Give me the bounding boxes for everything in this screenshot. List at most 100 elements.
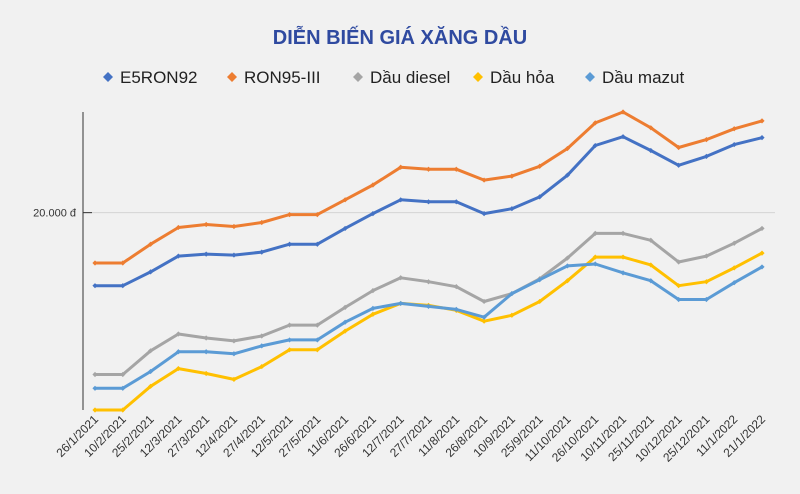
data-point bbox=[120, 283, 126, 289]
data-point bbox=[314, 322, 320, 328]
data-point bbox=[120, 407, 126, 413]
data-point bbox=[759, 264, 765, 270]
data-point bbox=[703, 253, 710, 259]
data-point bbox=[259, 343, 265, 349]
legend-label: E5RON92 bbox=[120, 68, 197, 87]
data-point bbox=[398, 164, 404, 170]
data-point bbox=[286, 241, 293, 247]
data-point bbox=[342, 197, 348, 203]
legend-marker bbox=[473, 72, 483, 82]
data-point bbox=[231, 351, 237, 357]
data-point bbox=[620, 230, 626, 236]
data-point bbox=[370, 211, 376, 217]
y-tick-label: 20.000 đ bbox=[33, 208, 77, 220]
data-point bbox=[203, 221, 209, 228]
data-point bbox=[175, 365, 181, 372]
data-point bbox=[676, 283, 682, 289]
series-line bbox=[95, 251, 763, 412]
legend-item: Dầu hỏa bbox=[473, 68, 555, 87]
data-point bbox=[453, 166, 459, 172]
data-point bbox=[592, 120, 598, 126]
data-point bbox=[147, 368, 154, 375]
data-point bbox=[120, 260, 126, 266]
data-point bbox=[564, 145, 571, 152]
data-point bbox=[342, 319, 348, 325]
data-point bbox=[286, 347, 293, 353]
legend-item: RON95-III bbox=[227, 68, 321, 87]
data-point bbox=[147, 383, 154, 389]
data-point bbox=[592, 230, 598, 236]
data-point bbox=[592, 142, 598, 149]
data-point bbox=[759, 225, 765, 232]
data-point bbox=[259, 219, 265, 226]
legend-label: Dầu mazut bbox=[602, 68, 684, 87]
data-point bbox=[648, 147, 654, 154]
x-axis: 26/1/202110/2/202125/2/202112/3/202127/3… bbox=[53, 412, 768, 465]
data-point bbox=[370, 305, 376, 311]
data-point bbox=[620, 270, 626, 276]
series-line bbox=[95, 135, 763, 288]
data-point bbox=[231, 252, 237, 258]
legend-label: Dầu diesel bbox=[370, 68, 450, 87]
data-point bbox=[648, 125, 654, 131]
data-point bbox=[481, 211, 487, 217]
legend-label: RON95-III bbox=[244, 68, 321, 87]
data-point bbox=[92, 371, 98, 378]
data-point bbox=[564, 278, 571, 284]
data-point bbox=[537, 298, 543, 305]
data-point bbox=[481, 314, 487, 320]
series-4 bbox=[92, 261, 765, 391]
data-point bbox=[175, 253, 181, 259]
data-point bbox=[342, 225, 348, 232]
series-0 bbox=[92, 134, 765, 289]
data-point bbox=[509, 173, 515, 179]
data-point bbox=[398, 197, 404, 203]
data-point bbox=[398, 300, 404, 307]
data-point bbox=[620, 134, 626, 140]
data-point bbox=[259, 363, 265, 370]
data-point bbox=[592, 261, 598, 267]
data-point bbox=[342, 304, 348, 310]
data-point bbox=[425, 279, 432, 285]
data-point bbox=[703, 137, 710, 143]
data-point bbox=[203, 349, 209, 355]
data-point bbox=[537, 163, 543, 169]
data-point bbox=[370, 182, 376, 188]
data-point bbox=[592, 254, 598, 260]
data-point bbox=[703, 296, 710, 303]
data-point bbox=[314, 241, 320, 247]
data-point bbox=[231, 376, 237, 383]
data-point bbox=[259, 333, 265, 339]
data-point bbox=[620, 254, 626, 260]
data-point bbox=[425, 199, 432, 205]
data-point bbox=[120, 371, 126, 378]
data-point bbox=[759, 135, 765, 141]
data-point bbox=[620, 109, 626, 115]
data-point bbox=[648, 278, 654, 284]
data-point bbox=[203, 370, 209, 377]
data-point bbox=[231, 223, 237, 230]
data-point bbox=[286, 212, 293, 218]
data-point bbox=[703, 153, 710, 160]
data-point bbox=[731, 126, 737, 132]
data-point bbox=[759, 118, 765, 124]
data-point bbox=[370, 288, 376, 294]
data-point bbox=[92, 385, 98, 391]
data-point bbox=[425, 303, 432, 309]
y-axis: 20.000 đ bbox=[33, 208, 92, 220]
data-point bbox=[342, 328, 348, 334]
data-point bbox=[676, 162, 682, 168]
data-point bbox=[731, 141, 737, 148]
data-point bbox=[175, 224, 181, 231]
data-point bbox=[509, 312, 515, 318]
data-point bbox=[676, 259, 682, 265]
data-point bbox=[731, 280, 737, 286]
data-point bbox=[537, 194, 543, 200]
legend-label: Dầu hỏa bbox=[490, 68, 555, 87]
data-point bbox=[676, 144, 682, 151]
data-point bbox=[398, 275, 404, 281]
legend: E5RON92 RON95-III Dầu diesel Dầu hỏa Dầu maz… bbox=[103, 68, 684, 87]
data-point bbox=[648, 262, 654, 268]
legend-marker bbox=[353, 72, 363, 82]
